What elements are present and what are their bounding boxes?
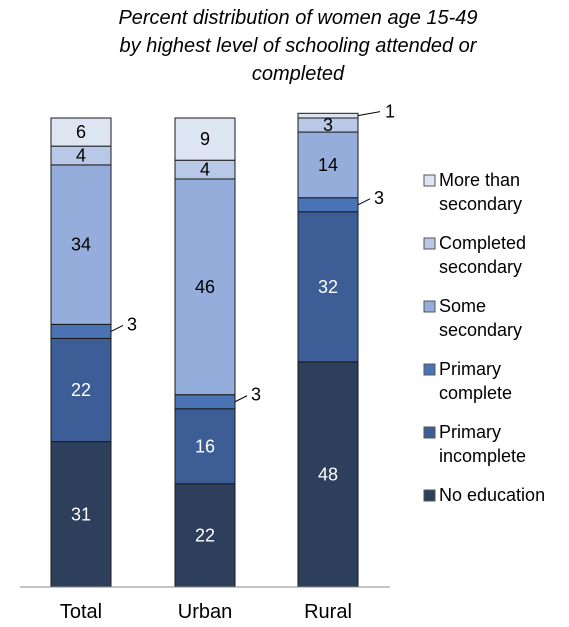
chart-title-line-1: Percent distribution of women age 15-49 [118, 7, 477, 29]
data-label: 3 [251, 385, 261, 405]
data-label-leader [357, 198, 371, 206]
data-label: 46 [195, 277, 215, 297]
bar-segment-rural-5 [297, 112, 359, 119]
legend-label: Some [439, 296, 486, 316]
legend-label: secondary [439, 194, 522, 214]
data-label: 34 [71, 235, 91, 255]
bar-segment-urban-5 [174, 117, 236, 161]
bar-segment-rural-2 [297, 197, 359, 213]
data-label-leader [110, 324, 124, 332]
bar-segment-urban-2 [174, 394, 236, 410]
legend-label: Primary [439, 422, 501, 442]
bar-segment-rural-1 [297, 211, 359, 363]
category-label-rural: Rural [304, 601, 352, 623]
legend-swatch [423, 300, 436, 313]
chart-title-line-3: completed [252, 63, 345, 85]
data-label: 16 [195, 436, 215, 456]
data-label: 3 [323, 115, 333, 135]
data-label: 22 [71, 380, 91, 400]
category-label-total: Total [60, 601, 102, 623]
legend-swatch [423, 426, 436, 439]
chart-title: Percent distribution of women age 15-49 … [118, 7, 477, 85]
data-label: 1 [385, 102, 395, 122]
data-label: 4 [200, 160, 210, 180]
bar-segment-urban-3 [174, 178, 236, 396]
data-label: 32 [318, 277, 338, 297]
data-label: 6 [76, 122, 86, 142]
data-label: 9 [200, 129, 210, 149]
data-label: 31 [71, 504, 91, 524]
category-label-urban: Urban [178, 601, 232, 623]
data-label-leader [234, 395, 248, 403]
bar-segment-total-1 [50, 337, 112, 443]
data-label-leader [357, 111, 381, 117]
category-labels: Total Urban Rural [60, 601, 352, 623]
legend: More than secondary Completed secondary Some… [423, 170, 545, 505]
bar-segment-total-2 [50, 323, 112, 339]
legend-label: No education [439, 485, 545, 505]
data-label: 14 [318, 155, 338, 175]
data-label: 48 [318, 464, 338, 484]
legend-label: complete [439, 383, 512, 403]
legend-swatch [423, 237, 436, 250]
chart-title-line-2: by highest level of schooling attended o… [120, 35, 478, 57]
data-label: 4 [76, 146, 86, 166]
data-label: 3 [127, 314, 137, 334]
legend-label: secondary [439, 257, 522, 277]
legend-swatch [423, 363, 436, 376]
bar-segment-total-5 [50, 117, 112, 147]
data-label: 22 [195, 525, 215, 545]
bar-segment-urban-1 [174, 408, 236, 485]
legend-label: secondary [439, 320, 522, 340]
legend-label: Completed [439, 233, 526, 253]
legend-label: More than [439, 170, 520, 190]
data-label: 3 [374, 188, 384, 208]
bar-segment-total-0 [50, 441, 112, 588]
legend-swatch [423, 174, 436, 187]
bar-segment-rural-3 [297, 131, 359, 199]
legend-swatch [423, 489, 436, 502]
legend-label: Primary [439, 359, 501, 379]
legend-label: incomplete [439, 446, 526, 466]
